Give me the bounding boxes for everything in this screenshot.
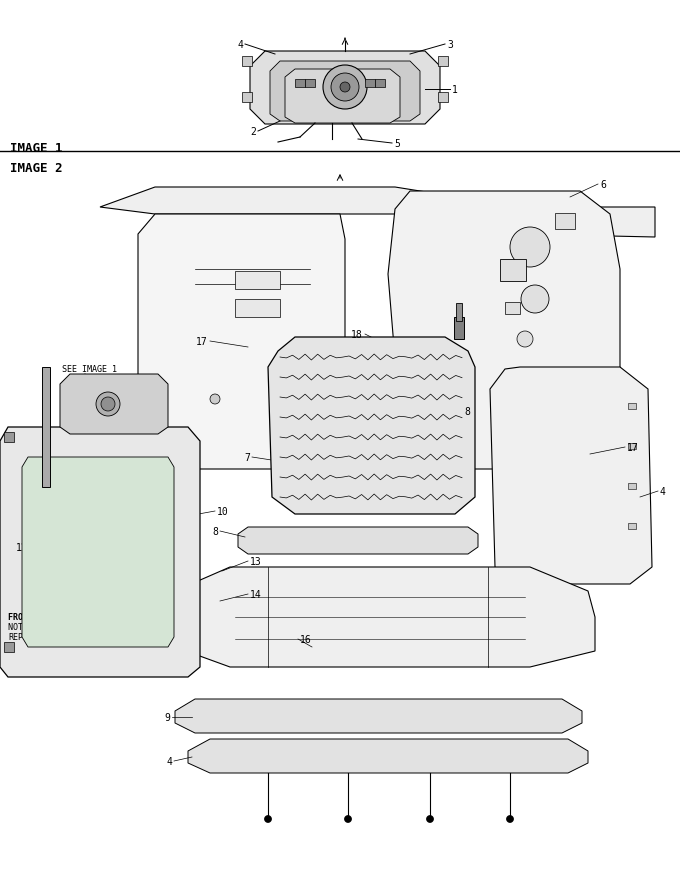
Circle shape: [331, 74, 359, 102]
Text: 4: 4: [166, 756, 172, 766]
Circle shape: [507, 816, 513, 823]
Circle shape: [517, 332, 533, 347]
Text: 13: 13: [250, 556, 262, 567]
Circle shape: [521, 286, 549, 314]
Text: 5: 5: [394, 139, 400, 149]
Text: 7: 7: [244, 453, 250, 462]
Bar: [305, 80, 315, 88]
Text: REPLACEABLE: REPLACEABLE: [8, 633, 63, 642]
Circle shape: [510, 228, 550, 267]
Text: 18: 18: [352, 330, 363, 339]
Text: 4: 4: [660, 487, 666, 496]
Polygon shape: [285, 70, 400, 124]
Polygon shape: [250, 52, 440, 125]
Polygon shape: [490, 367, 652, 584]
Bar: [242, 93, 252, 103]
Circle shape: [101, 397, 115, 411]
Text: 16: 16: [300, 634, 311, 645]
Bar: [505, 303, 520, 315]
Polygon shape: [268, 338, 475, 515]
Circle shape: [426, 816, 433, 823]
Text: 14: 14: [250, 589, 262, 599]
Circle shape: [323, 66, 367, 110]
Circle shape: [340, 83, 350, 93]
Text: NOT FIELD: NOT FIELD: [8, 623, 53, 631]
Text: 12: 12: [16, 542, 28, 553]
Polygon shape: [22, 458, 174, 647]
Bar: [235, 272, 280, 289]
Bar: [375, 80, 385, 88]
Polygon shape: [60, 374, 168, 434]
Bar: [4, 432, 14, 443]
Circle shape: [265, 816, 271, 823]
Polygon shape: [100, 188, 655, 238]
Bar: [628, 444, 636, 450]
Text: 17: 17: [627, 443, 639, 453]
Bar: [454, 317, 464, 339]
Bar: [438, 93, 448, 103]
Text: 4: 4: [237, 40, 243, 50]
Circle shape: [210, 395, 220, 404]
Text: IMAGE 2: IMAGE 2: [10, 162, 63, 175]
Bar: [42, 367, 50, 488]
Bar: [500, 260, 526, 282]
Text: FRONT FRAME: FRONT FRAME: [8, 613, 63, 622]
Circle shape: [96, 393, 120, 417]
Text: 17: 17: [197, 337, 208, 346]
Text: 6: 6: [600, 180, 606, 189]
Text: 11: 11: [112, 519, 123, 530]
Bar: [438, 57, 448, 67]
Polygon shape: [388, 192, 620, 469]
Polygon shape: [138, 215, 345, 469]
Text: IMAGE 1: IMAGE 1: [10, 142, 63, 155]
Text: 10: 10: [217, 506, 228, 517]
Text: SEE IMAGE 1: SEE IMAGE 1: [62, 365, 117, 374]
Text: 1: 1: [452, 85, 458, 95]
Polygon shape: [270, 62, 420, 122]
Polygon shape: [238, 527, 478, 554]
Text: 8: 8: [464, 407, 470, 417]
Bar: [456, 303, 462, 322]
Text: 2: 2: [250, 127, 256, 137]
Polygon shape: [175, 699, 582, 733]
Text: 9: 9: [164, 712, 170, 722]
Bar: [295, 80, 305, 88]
Polygon shape: [188, 739, 588, 774]
Polygon shape: [170, 567, 595, 667]
Bar: [242, 57, 252, 67]
Bar: [628, 524, 636, 530]
Circle shape: [345, 816, 352, 823]
Bar: [4, 642, 14, 652]
Text: 15: 15: [141, 624, 153, 634]
Bar: [555, 214, 575, 230]
Polygon shape: [0, 427, 200, 677]
Text: 8: 8: [212, 526, 218, 537]
Bar: [628, 403, 636, 410]
Bar: [235, 300, 280, 317]
Bar: [628, 483, 636, 489]
Bar: [365, 80, 375, 88]
Text: 3: 3: [447, 40, 453, 50]
